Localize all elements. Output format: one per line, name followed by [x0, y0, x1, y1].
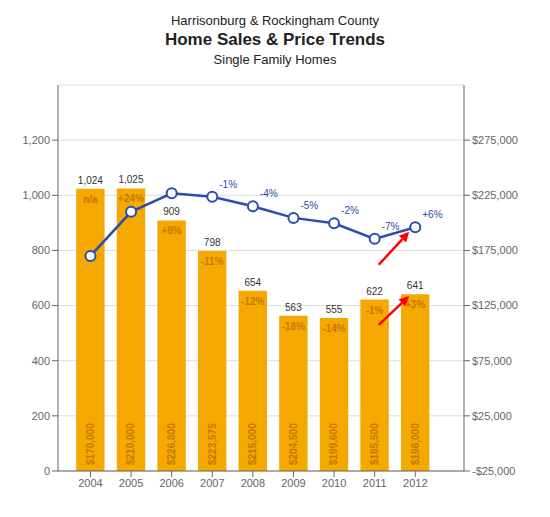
- svg-text:-18%: -18%: [282, 321, 305, 332]
- svg-text:$75,000: $75,000: [472, 355, 512, 367]
- svg-text:+3%: +3%: [405, 299, 425, 310]
- svg-text:n/a: n/a: [83, 194, 98, 205]
- svg-text:$25,000: $25,000: [472, 410, 512, 422]
- svg-text:$210,000: $210,000: [125, 423, 136, 465]
- svg-text:2004: 2004: [78, 477, 102, 489]
- svg-text:-5%: -5%: [300, 200, 318, 211]
- svg-text:-11%: -11%: [201, 256, 224, 267]
- svg-text:$175,000: $175,000: [472, 244, 518, 256]
- html-text:Harrisonburg & Rockingham Coun: Harrisonburg & Rockingham County: [170, 13, 379, 28]
- svg-text:+6%: +6%: [422, 209, 442, 220]
- svg-text:$226,800: $226,800: [166, 423, 177, 465]
- svg-text:+24%: +24%: [118, 193, 144, 204]
- svg-text:563: 563: [285, 302, 302, 313]
- svg-text:641: 641: [407, 280, 424, 291]
- svg-text:0: 0: [44, 465, 50, 477]
- svg-text:$204,500: $204,500: [288, 423, 299, 465]
- svg-text:400: 400: [32, 355, 50, 367]
- svg-text:600: 600: [32, 299, 50, 311]
- svg-text:2011: 2011: [363, 477, 387, 489]
- svg-text:-1%: -1%: [219, 179, 237, 190]
- svg-text:2012: 2012: [403, 477, 427, 489]
- svg-text:654: 654: [244, 277, 261, 288]
- svg-text:1,200: 1,200: [22, 134, 50, 146]
- svg-text:-4%: -4%: [260, 188, 278, 199]
- svg-text:-14%: -14%: [322, 323, 345, 334]
- html-text:Single Family Homes: Single Family Homes: [213, 52, 337, 67]
- svg-text:555: 555: [326, 304, 343, 315]
- svg-text:-$25,000: -$25,000: [472, 465, 515, 477]
- svg-text:$215,000: $215,000: [247, 423, 258, 465]
- svg-text:$170,000: $170,000: [85, 423, 96, 465]
- svg-text:-12%: -12%: [241, 296, 264, 307]
- svg-text:$275,000: $275,000: [472, 134, 518, 146]
- svg-text:$223,575: $223,575: [207, 423, 218, 465]
- svg-text:2007: 2007: [200, 477, 224, 489]
- svg-text:622: 622: [366, 286, 383, 297]
- svg-text:1,024: 1,024: [78, 175, 103, 186]
- svg-text:200: 200: [32, 410, 50, 422]
- html-text:Home Sales & Price Trends: Home Sales & Price Trends: [164, 30, 386, 49]
- svg-text:-1%: -1%: [366, 305, 384, 316]
- svg-text:$125,000: $125,000: [472, 299, 518, 311]
- svg-text:2010: 2010: [322, 477, 346, 489]
- svg-text:$199,600: $199,600: [328, 423, 339, 465]
- svg-text:2005: 2005: [119, 477, 143, 489]
- svg-text:+8%: +8%: [161, 225, 181, 236]
- svg-text:2009: 2009: [281, 477, 305, 489]
- svg-text:$196,000: $196,000: [410, 423, 421, 465]
- svg-text:2006: 2006: [159, 477, 183, 489]
- svg-text:-2%: -2%: [341, 205, 359, 216]
- svg-text:798: 798: [204, 237, 221, 248]
- svg-text:1,000: 1,000: [22, 189, 50, 201]
- svg-text:$185,500: $185,500: [369, 423, 380, 465]
- svg-text:800: 800: [32, 244, 50, 256]
- svg-text:909: 909: [163, 206, 180, 217]
- svg-text:$225,000: $225,000: [472, 189, 518, 201]
- svg-text:-7%: -7%: [382, 221, 400, 232]
- svg-text:2008: 2008: [241, 477, 265, 489]
- svg-text:1,025: 1,025: [118, 174, 143, 185]
